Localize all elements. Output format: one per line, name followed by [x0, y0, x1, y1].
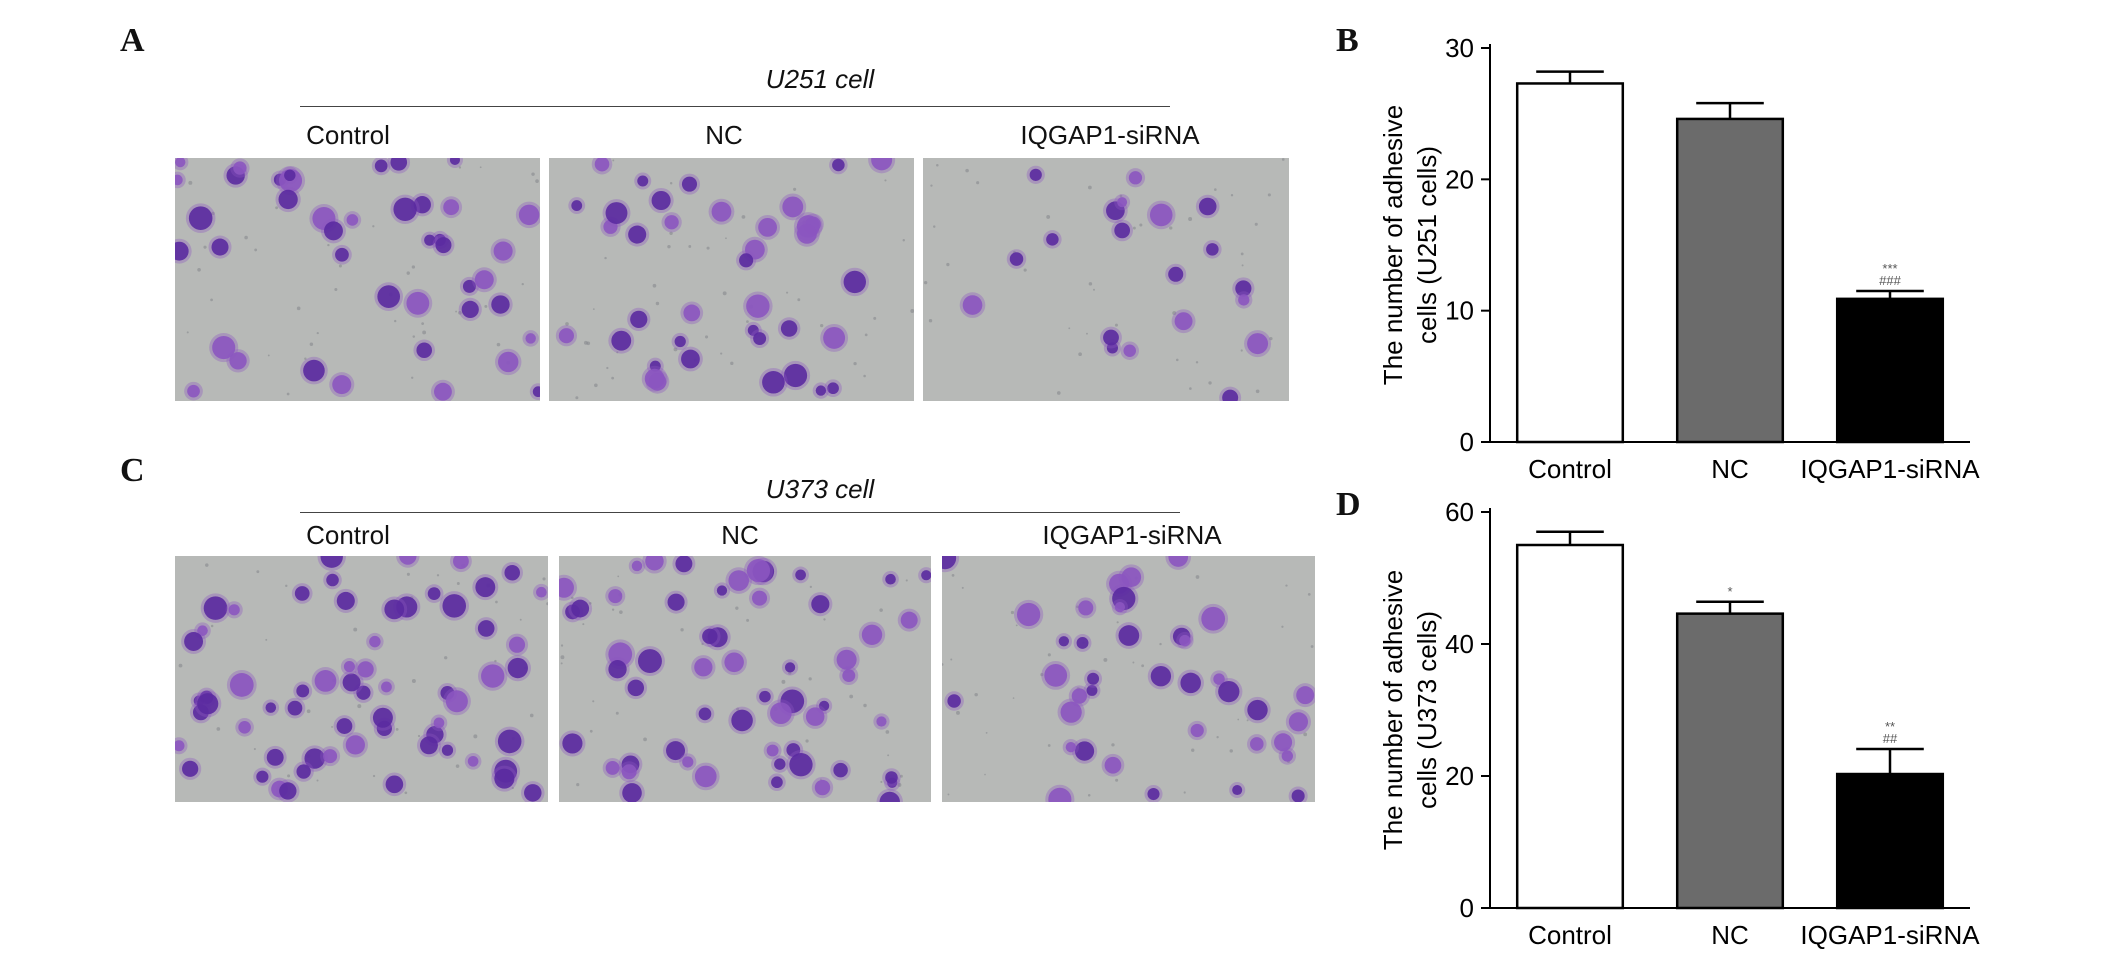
group-rule-u373 [300, 512, 1180, 513]
bar-iqgap1-sirna [1835, 297, 1945, 444]
x-tick-label: Control [1528, 454, 1612, 484]
micrograph-u251-control [175, 158, 540, 401]
panel-letter-d: D [1336, 486, 1361, 523]
x-tick-label: Control [1528, 920, 1612, 950]
y-tick-label: 10 [1445, 296, 1474, 326]
y-tick-label: 20 [1445, 761, 1474, 791]
image-label-u251-control: Control [306, 120, 390, 150]
significance-marker: ### [1879, 273, 1901, 288]
micrograph-u251-sirna [923, 158, 1289, 401]
image-label-u251-sirna: IQGAP1-siRNA [1020, 120, 1200, 150]
y-axis-label: cells (U373 cells) [1412, 611, 1442, 809]
panel-letter-c: C [120, 452, 145, 489]
image-label-u251-nc: NC [705, 120, 743, 150]
x-tick-label: NC [1711, 454, 1749, 484]
bar-nc [1675, 612, 1785, 910]
significance-marker: * [1727, 584, 1732, 599]
significance-marker: ## [1883, 731, 1898, 746]
group-rule-u251 [300, 106, 1170, 107]
x-tick-label: NC [1711, 920, 1749, 950]
y-tick-label: 30 [1445, 33, 1474, 63]
bar-control [1515, 543, 1625, 910]
micrograph-u373-sirna [942, 556, 1315, 802]
image-label-u373-nc: NC [721, 520, 759, 550]
y-tick-label: 60 [1445, 497, 1474, 527]
bar-chart-u251: 0 10 20 30 The number of adhesive cells (U251… [1378, 33, 1980, 484]
y-axis-label: cells (U251 cells) [1412, 146, 1442, 344]
y-tick-label: 0 [1460, 427, 1474, 457]
panel-letter-b: B [1336, 22, 1359, 59]
y-tick-label: 40 [1445, 629, 1474, 659]
significance-marker: *** [1882, 261, 1897, 276]
y-axis-label: The number of adhesive [1378, 105, 1408, 385]
cell-line-title-u373: U373 cell [765, 474, 875, 504]
bar-nc [1675, 117, 1785, 444]
panel-letter-a: A [120, 22, 145, 59]
y-axis-label: The number of adhesive [1378, 570, 1408, 850]
x-tick-label: IQGAP1-siRNA [1800, 920, 1980, 950]
image-label-u373-sirna: IQGAP1-siRNA [1042, 520, 1222, 550]
micrograph-u373-control [175, 556, 548, 802]
bar-control [1515, 82, 1625, 444]
bar-chart-u373: 0 20 40 60 The number of adhesive cells (U373… [1378, 497, 1980, 950]
significance-marker: ** [1885, 719, 1895, 734]
cell-line-title-u251: U251 cell [765, 64, 875, 94]
y-tick-label: 0 [1460, 893, 1474, 923]
x-tick-label: IQGAP1-siRNA [1800, 454, 1980, 484]
micrograph-u251-nc [549, 158, 914, 401]
y-tick-label: 20 [1445, 164, 1474, 194]
micrograph-u373-nc [559, 556, 931, 802]
image-label-u373-control: Control [306, 520, 390, 550]
bar-iqgap1-sirna [1835, 772, 1945, 910]
